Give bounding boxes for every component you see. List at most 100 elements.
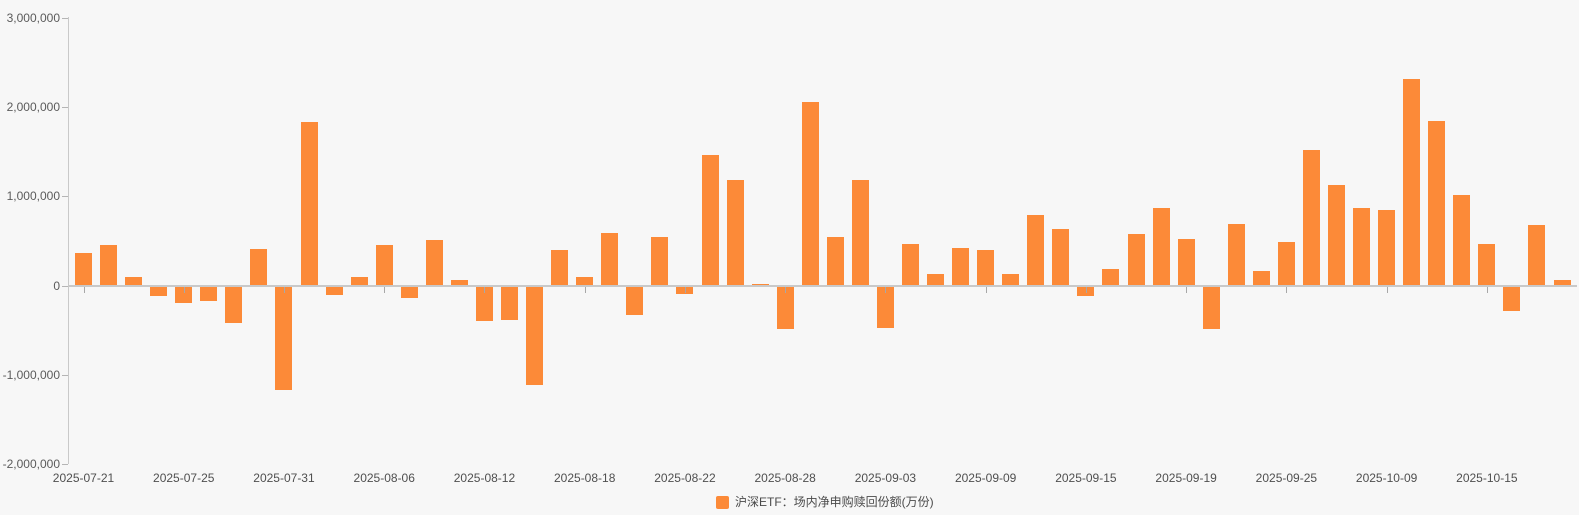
bar-2025-09-24[interactable] [1252,271,1270,286]
bar-2025-09-30[interactable] [1353,208,1371,286]
x-axis-date-label: 2025-08-28 [754,471,816,485]
x-axis-tick [1286,286,1288,293]
y-axis-tick-label: 2,000,000 [6,100,60,115]
x-axis-tick [283,286,285,293]
bar-2025-08-12[interactable] [475,285,493,322]
bar-2025-09-04[interactable] [901,243,919,286]
bar-2025-09-23[interactable] [1227,223,1245,286]
bar-2025-09-03[interactable] [876,285,894,329]
bar-2025-10-15[interactable] [1478,243,1496,286]
bar-2025-09-10[interactable] [1002,274,1020,286]
bar-2025-08-07[interactable] [400,285,418,299]
y-axis-tick-label: -2,000,000 [2,457,60,472]
x-axis-tick [384,286,386,293]
x-axis-tick [183,286,185,293]
bar-2025-08-04[interactable] [325,285,343,296]
x-axis-date-label: 2025-08-06 [353,471,415,485]
x-axis-tick [785,286,787,293]
y-axis-tick-label: 1,000,000 [6,189,60,204]
bar-2025-08-11[interactable] [450,280,468,286]
x-axis-tick [1386,286,1388,293]
x-axis-date-label: 2025-09-19 [1155,471,1217,485]
bar-2025-09-09[interactable] [977,249,995,286]
bar-2025-09-26[interactable] [1302,149,1320,286]
y-axis-tick-label: 3,000,000 [6,10,60,25]
x-axis-tick [584,286,586,293]
legend-item[interactable]: 沪深ETF：场内净申购赎回份额(万份) [716,495,934,509]
bar-2025-10-20[interactable] [1553,279,1571,286]
bar-2025-08-15[interactable] [551,249,569,286]
bar-2025-07-28[interactable] [200,285,218,302]
bar-2025-10-10[interactable] [1403,78,1421,286]
x-axis-tick [1186,286,1188,293]
bar-2025-09-25[interactable] [1277,242,1295,286]
y-axis-line [68,17,69,465]
x-axis-date-label: 2025-10-15 [1456,471,1518,485]
x-axis-zero-line [68,284,1577,287]
x-axis-date-label: 2025-09-03 [854,471,917,485]
bar-2025-08-05[interactable] [350,276,368,286]
bar-2025-07-22[interactable] [100,245,118,286]
x-axis-date-label: 2025-07-21 [52,471,115,485]
bar-2025-07-23[interactable] [125,277,143,286]
bar-2025-07-24[interactable] [150,285,168,297]
y-axis-tick [62,17,68,19]
x-axis-date-label: 2025-09-09 [954,471,1017,485]
bar-2025-10-13[interactable] [1428,121,1446,286]
bar-2025-07-30[interactable] [250,248,268,286]
bar-2025-08-29[interactable] [801,102,819,286]
bar-2025-08-26[interactable] [726,179,744,286]
y-axis-tick [62,464,68,466]
bar-2025-09-22[interactable] [1202,285,1220,330]
bar-2025-08-18[interactable] [576,276,594,286]
bar-2025-09-19[interactable] [1177,239,1195,286]
bar-2025-08-25[interactable] [701,154,719,286]
bar-2025-09-12[interactable] [1052,228,1070,286]
bar-2025-08-28[interactable] [776,285,794,329]
bar-2025-08-19[interactable] [601,233,619,286]
bar-2025-07-29[interactable] [225,285,243,323]
x-axis-tick [885,286,887,293]
bar-2025-10-17[interactable] [1528,224,1546,286]
x-axis-date-label: 2025-09-25 [1255,471,1318,485]
bar-2025-09-16[interactable] [1102,269,1120,286]
bar-2025-10-09[interactable] [1378,210,1396,286]
bar-2025-09-01[interactable] [826,237,844,286]
bar-2025-09-11[interactable] [1027,215,1045,286]
x-axis-date-label: 2025-07-25 [153,471,215,485]
x-axis-tick [1085,286,1087,293]
bar-2025-08-21[interactable] [651,237,669,286]
bar-2025-08-08[interactable] [425,240,443,286]
bar-2025-09-17[interactable] [1127,233,1145,286]
bar-2025-07-25[interactable] [175,285,193,303]
x-axis-tick [484,286,486,293]
y-axis-tick-label: -1,000,000 [2,368,60,382]
x-axis-tick [985,286,987,293]
bar-2025-08-01[interactable] [300,122,318,286]
bar-2025-10-14[interactable] [1453,194,1471,286]
x-axis-tick [1486,286,1488,293]
bar-2025-07-31[interactable] [275,285,293,391]
x-axis-tick [684,286,686,293]
x-axis-date-label: 2025-10-09 [1355,471,1418,485]
bar-2025-07-21[interactable] [75,253,92,286]
legend-label: 沪深ETF：场内净申购赎回份额(万份) [735,495,934,509]
bar-2025-09-29[interactable] [1328,185,1345,286]
bar-2025-10-16[interactable] [1503,285,1521,312]
x-axis-tick [83,286,85,293]
y-axis-tick-label: 0 [53,278,60,293]
bar-2025-08-06[interactable] [375,244,393,286]
legend-orange-square-icon [716,495,729,509]
bar-2025-08-20[interactable] [626,285,644,316]
x-axis-date-label: 2025-08-18 [553,471,616,485]
x-axis-date-label: 2025-08-22 [654,471,716,485]
bar-2025-09-05[interactable] [927,274,945,286]
y-axis-tick [62,107,68,109]
bar-2025-09-18[interactable] [1152,208,1170,286]
bar-2025-09-08[interactable] [952,247,970,286]
x-axis-date-label: 2025-09-15 [1055,471,1117,485]
bar-2025-08-13[interactable] [501,285,519,320]
bar-2025-09-02[interactable] [851,180,869,286]
bar-2025-08-14[interactable] [526,285,544,385]
